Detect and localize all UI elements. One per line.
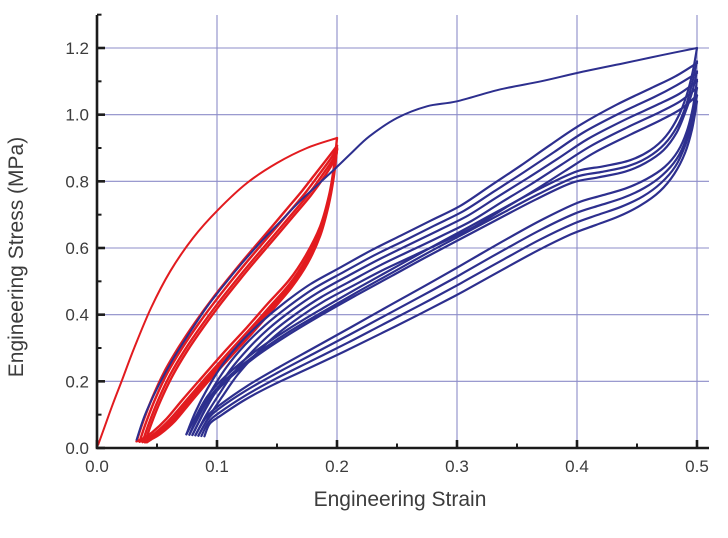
curve-blue-cycle7-unload [203,100,699,438]
x-tick-label: 0.2 [325,457,349,476]
y-tick-label: 0.4 [65,306,89,325]
x-tick-label: 0.1 [205,457,229,476]
series-layer [97,46,699,446]
curve-red-virgin-loading [97,137,338,446]
grid-layer [97,15,709,448]
y-axis-title: Engineering Stress (MPa) [5,137,28,377]
tick-label-layer: 0.0 0.1 0.2 0.3 0.4 0.5 0.0 0.2 0.4 0.6 0.8 1.0 1.2 [65,39,708,476]
curve-red-cycle4-reload [141,147,339,444]
curve-blue-cycle4-reload [191,80,699,437]
curve-blue-cycle3-unload [191,70,699,437]
y-tick-label: 0.8 [65,172,89,191]
curve-blue-virgin-loading [135,47,698,441]
y-tick-label: 1.2 [65,39,89,58]
x-tick-label: 0.3 [445,457,469,476]
curve-red-cycle3-reload [138,146,339,443]
axis-frame [95,15,709,450]
y-tick-label: 0.6 [65,239,89,258]
x-tick-label: 0.4 [565,457,589,476]
curve-blue-cycle2-reload [185,61,699,436]
curve-blue-cycle3-reload [188,71,699,436]
curve-blue-cycle5-reload [194,86,699,437]
curve-blue-cycle4-unload [194,78,699,437]
x-axis-title: Engineering Strain [314,488,487,511]
curve-blue-cycle5-unload [197,86,699,437]
curve-blue-cycle1-unload [185,46,699,436]
curve-red-cycle5-unload [145,148,339,444]
y-tick-label: 0.0 [65,439,89,458]
curve-blue-cycle6-unload [200,94,699,438]
y-tick-label: 1.0 [65,106,89,125]
axis-layer [95,13,709,450]
x-tick-label: 0.0 [85,457,109,476]
y-tick-label: 0.2 [65,372,89,391]
x-tick-label: 0.5 [685,457,709,476]
curve-blue-cycle6-reload [197,94,699,437]
